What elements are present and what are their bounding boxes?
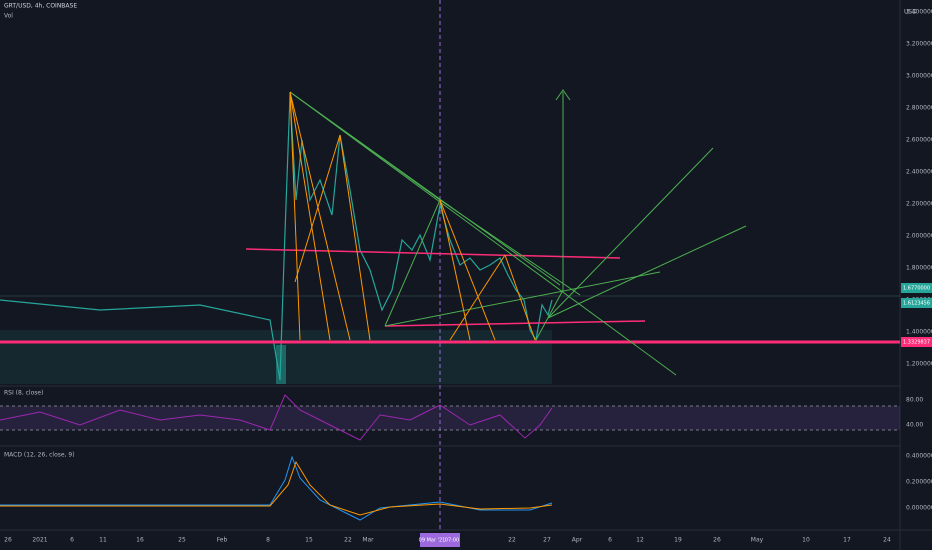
time-label: 22 <box>344 537 352 544</box>
price-badge-text: 1.6123456 <box>903 301 930 307</box>
time-label: 12 <box>636 537 644 544</box>
price-label: 3.0000000 <box>906 73 932 80</box>
time-label: 26 <box>713 537 721 544</box>
time-label: May <box>751 537 764 544</box>
trendlines <box>289 89 747 376</box>
price-label: 2.0000000 <box>906 233 932 240</box>
price-label: 3.4000000 <box>906 9 932 16</box>
time-label: 16 <box>136 537 144 544</box>
price-label: 2.6000000 <box>906 137 932 144</box>
time-label: 27 <box>543 537 551 544</box>
resistance-line <box>245 248 621 259</box>
time-label: 8 <box>266 537 270 544</box>
time-label: 22 <box>508 537 516 544</box>
rsi-label: RSI (8, close) <box>4 390 43 397</box>
rsi-line <box>0 394 553 441</box>
crosshair-date: 09 Mar '21 <box>419 538 446 544</box>
currency-label: USD <box>904 9 917 16</box>
price-badge <box>901 337 932 347</box>
macd-axis-label: 0.0000000 <box>906 505 932 512</box>
macd-line <box>0 455 553 521</box>
time-label: 24 <box>883 537 891 544</box>
price-label: 2.2000000 <box>906 201 932 208</box>
rsi-axis-label: 40.00 <box>906 422 923 429</box>
rsi-axis-label: 80.00 <box>906 397 923 404</box>
price-label: 2.8000000 <box>906 105 932 112</box>
time-label: 15 <box>305 537 313 544</box>
fib-lines <box>289 91 536 341</box>
price-label: 2.4000000 <box>906 169 932 176</box>
time-label: 17 <box>843 537 851 544</box>
time-label: 2021 <box>32 537 47 544</box>
price-label: 1.4000000 <box>906 329 932 336</box>
crosshair-hour: 07:00 <box>445 538 459 544</box>
price-label: 3.2000000 <box>906 41 932 48</box>
time-label: 19 <box>674 537 682 544</box>
time-label: 11 <box>99 537 107 544</box>
price-badge <box>901 298 932 308</box>
rsi-band <box>0 406 900 430</box>
price-badge <box>901 283 932 293</box>
volume-label: Vol <box>4 13 13 20</box>
main-pane <box>0 0 900 550</box>
time-label: 26 <box>4 537 12 544</box>
price-badge-text: 1.6770000 <box>903 286 930 292</box>
crosshair-time-badge <box>420 533 460 547</box>
time-label: 6 <box>608 537 612 544</box>
time-label: Mar <box>362 537 374 544</box>
time-label: Apr <box>572 537 583 544</box>
time-label: 10 <box>802 537 810 544</box>
price-label: 1.2000000 <box>906 361 932 368</box>
price-label: 1.8000000 <box>906 265 932 272</box>
time-label: Feb <box>217 537 228 544</box>
price-badge-text: 1.3329837 <box>903 340 930 346</box>
macd-label: MACD (12, 26, close, 9) <box>4 452 75 459</box>
time-label: 6 <box>70 537 74 544</box>
signal-line <box>0 460 553 516</box>
macd-axis-label: 0.2000000 <box>906 479 932 486</box>
time-label: 25 <box>178 537 186 544</box>
macd-axis-label: 0.4000000 <box>906 453 932 460</box>
support-line <box>384 320 646 327</box>
symbol-label: GRT/USD, 4h, COINBASE <box>4 3 77 10</box>
